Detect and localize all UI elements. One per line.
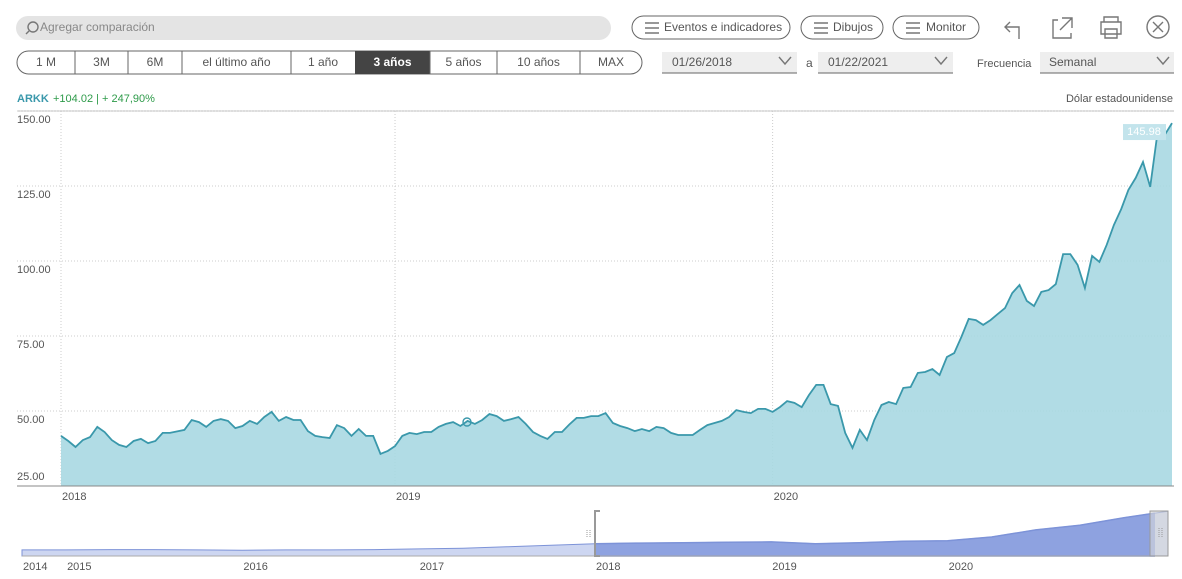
x-tick-label: 2020 (774, 491, 798, 503)
button-label: Monitor (926, 20, 966, 34)
list-icons (645, 22, 920, 34)
search-icon (27, 21, 39, 33)
range-button[interactable]: MAX (598, 55, 624, 69)
range-active (355, 51, 430, 74)
print-icon[interactable] (1100, 16, 1122, 39)
frequency-label: Frecuencia (977, 58, 1032, 70)
range-button[interactable]: 3M (93, 55, 110, 69)
dropdown-icon (778, 56, 792, 66)
y-tick-label: 150.00 (17, 114, 51, 126)
range-button[interactable]: 1 M (36, 55, 56, 69)
y-tick-label: 50.00 (17, 414, 45, 426)
y-tick-label: 100.00 (17, 264, 51, 276)
date-to-input[interactable] (818, 52, 953, 73)
currency: Dólar estadounidense (1066, 93, 1173, 105)
line (60, 122, 1173, 456)
range-button[interactable]: el último año (202, 55, 270, 69)
main-chart: 25.00 50.00 75.00 100.00 125.00 150.00 2018 201… (17, 110, 1174, 503)
button-label: Eventos e indicadores (664, 20, 782, 34)
undo-icon[interactable] (1004, 21, 1020, 39)
date-from: 01/26/2018 (672, 55, 732, 69)
frequency-select[interactable] (1040, 52, 1174, 73)
navigator-x-label: 2014 (23, 561, 47, 573)
ticker: ARKK (17, 93, 49, 105)
event-marker[interactable] (462, 417, 472, 427)
date-from-input[interactable] (662, 52, 797, 73)
search-icon (25, 30, 30, 35)
frequency: Semanal (1049, 55, 1096, 69)
export-icon[interactable] (1052, 17, 1073, 39)
selection-handle[interactable] (1149, 510, 1169, 557)
range-button[interactable]: 3 años (373, 55, 411, 69)
navigator-x-label: 2020 (949, 561, 973, 573)
navigator: 2014 2015 2016 2017 2018 2019 2020 (21, 510, 1169, 573)
range-button[interactable]: 6M (147, 55, 164, 69)
navigator-x-label: 2019 (772, 561, 796, 573)
range-group (16, 50, 643, 75)
navigator-selected-area (595, 512, 1155, 557)
dropdown-icon (1156, 56, 1170, 66)
range-button[interactable]: 1 año (308, 55, 338, 69)
navigator-x-label: 2015 (67, 561, 91, 573)
navigator-x-label: 2017 (420, 561, 444, 573)
range-button[interactable]: 10 años (517, 55, 560, 69)
grip (586, 528, 1163, 538)
date-to: 01/22/2021 (828, 55, 888, 69)
events-button[interactable] (631, 15, 791, 40)
selection-handle[interactable] (594, 510, 600, 557)
navigator-x-label: 2016 (243, 561, 267, 573)
area (61, 123, 1172, 486)
close-icon (1152, 21, 1164, 33)
last-value-label: 145.98 (1127, 126, 1161, 138)
x-tick-label: 2019 (396, 491, 420, 503)
change: +104.02 | + 247,90% (53, 93, 155, 105)
range-button[interactable]: 5 años (445, 55, 481, 69)
x-tick-label: 2018 (62, 491, 86, 503)
range-selector: 1 M 3M 6M el último año 1 año 3 años 5 años 10 … (16, 50, 643, 75)
button-label: Dibujos (833, 20, 873, 34)
navigator-x-label: 2018 (596, 561, 620, 573)
y-tick-label: 25.00 (17, 471, 45, 483)
close-icon[interactable] (1146, 15, 1170, 39)
search-box[interactable] (16, 16, 611, 40)
search-placeholder: Agregar comparación (40, 20, 155, 34)
y-tick-label: 125.00 (17, 189, 51, 201)
dropdown-icon (934, 56, 948, 66)
date-separator: a (806, 56, 813, 70)
last-value-box (1123, 124, 1166, 141)
y-tick-label: 75.00 (17, 339, 45, 351)
